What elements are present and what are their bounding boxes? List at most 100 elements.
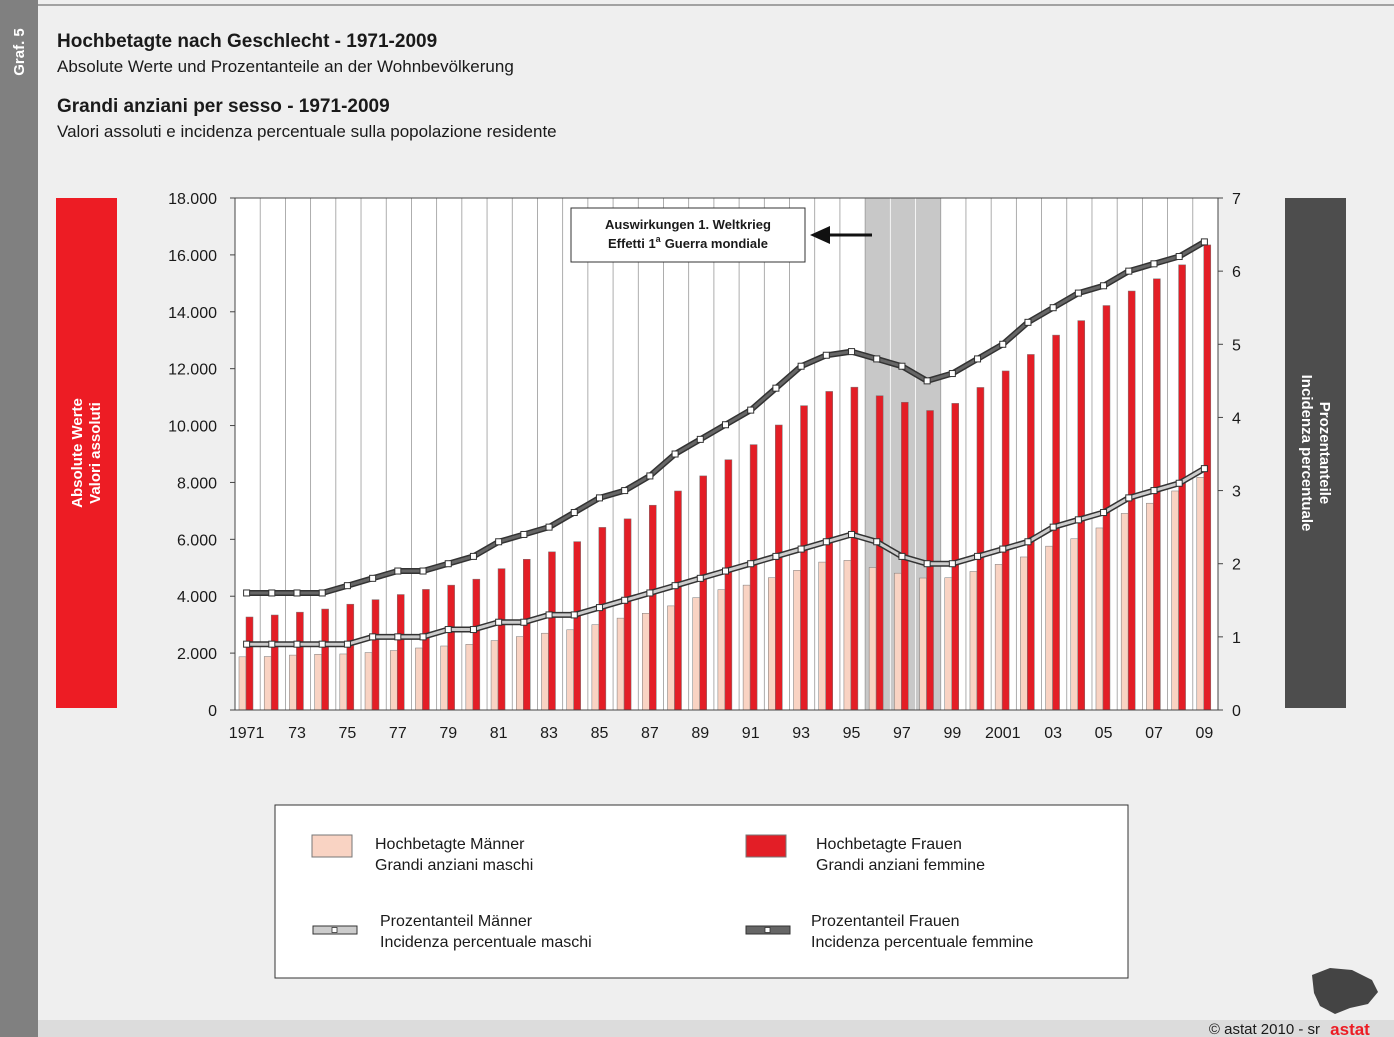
line-marker [822,351,830,359]
bar [717,589,726,711]
bar [674,490,682,711]
line-marker [469,552,477,560]
line-marker [1049,304,1057,312]
line-marker [1175,479,1183,487]
bar [289,654,297,711]
bar [875,395,884,711]
y-tick-label: 4.000 [177,589,217,606]
bar [566,629,574,711]
line-marker [1100,509,1108,517]
x-tick-label: 75 [339,725,357,742]
line-marker [520,618,528,626]
bar [321,608,329,711]
line-marker [646,589,654,597]
bar [238,656,247,711]
bar [825,391,833,711]
y2-tick-label: 7 [1232,191,1241,208]
legend-label: Prozentanteil Männer [380,913,533,930]
line-marker [848,348,856,356]
bar [245,616,254,711]
line-marker [1074,516,1082,524]
bar [793,570,801,711]
line-marker [722,421,729,429]
line-marker [293,640,301,648]
annotation-sup: a [656,234,662,244]
line-marker [948,370,956,378]
bar [339,653,348,711]
footer-band [38,1020,1394,1037]
bar [623,518,632,711]
bar [692,597,700,711]
line-marker [1200,238,1208,246]
line-marker [318,640,326,648]
line-marker [923,377,931,385]
line-marker [747,406,755,414]
line-marker [1024,538,1032,546]
line-marker [595,494,603,502]
bar [490,640,499,711]
bar [314,653,322,711]
bar [472,578,481,711]
bar [415,647,423,711]
line-marker [1074,289,1082,297]
line-marker [1175,253,1183,261]
legend-swatch [311,834,353,858]
bar [346,603,355,711]
line-marker [495,618,503,626]
bar [951,403,959,711]
line-marker [822,538,830,546]
line-marker [343,640,351,648]
bar [440,645,448,711]
legend-swatch-marker [331,927,338,933]
y2-tick-label: 4 [1232,410,1241,427]
legend-label: Grandi anziani maschi [375,857,533,874]
x-tick-label: 95 [843,725,861,742]
legend-items: Hochbetagte Männer Grandi anziani maschi H… [311,834,1033,951]
line-marker [621,487,629,495]
x-tick-label: 91 [742,725,760,742]
legend-label: Hochbetagte Männer [375,836,525,853]
bar [422,589,430,711]
x-tick-label: 05 [1095,725,1113,742]
bar [1120,513,1129,711]
annotation: Effetti 1 [608,236,656,251]
line-marker [948,560,956,568]
annotation: Guerra mondiale [665,236,768,251]
line-marker [722,567,729,575]
line-marker [394,633,402,641]
line-marker [394,567,402,575]
bar [396,594,405,711]
x-tick-label: 97 [893,725,911,742]
annotation: Effetti 1a Guerra mondiale [608,234,768,251]
line-marker [671,582,679,590]
x-tick-label: 73 [288,725,306,742]
bar [573,541,581,711]
y2-tick-label: 2 [1232,557,1241,574]
bar [724,459,733,711]
bar [447,584,455,711]
line-marker [974,552,982,560]
y-axis-box [56,198,117,708]
bar [1045,545,1053,711]
bar [1095,527,1104,711]
y2-tick-label: 3 [1232,484,1241,501]
line-marker [243,640,251,648]
y-axis-label: Valori assoluti [87,402,104,504]
y-tick-label: 12.000 [168,362,217,379]
line-marker [369,633,377,641]
bar [976,387,985,711]
y2-tick-label: 1 [1232,630,1241,647]
annotation: Auswirkungen 1. Weltkrieg [605,217,771,232]
y-axis-label: Absolute Werte [69,398,86,508]
bar [818,561,826,711]
line-marker [545,611,553,619]
y-tick-label: 18.000 [168,191,217,208]
sidebar-label: Graf. 5 [11,28,28,76]
line-marker [1200,465,1208,473]
bar [541,632,549,711]
bar [749,444,758,711]
bar [969,571,978,711]
bar [994,564,1003,711]
bar [598,527,607,711]
